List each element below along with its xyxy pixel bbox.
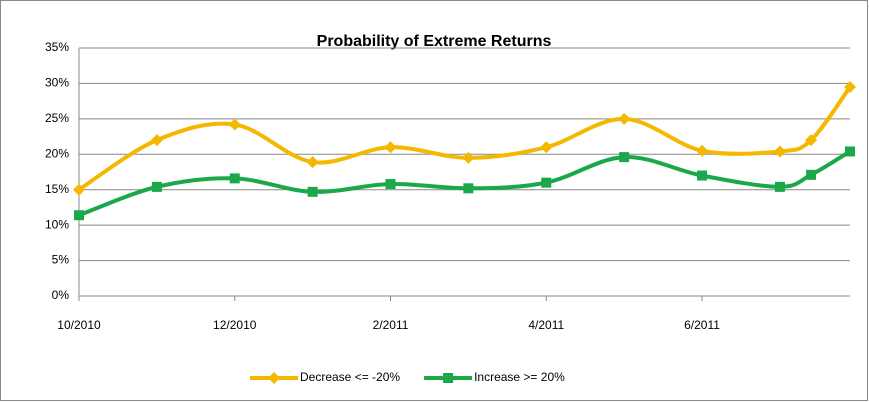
marker [306, 156, 319, 169]
marker [541, 177, 552, 188]
y-tick-label: 25% [45, 111, 69, 125]
marker [151, 181, 162, 192]
chart-title: Probability of Extreme Returns [317, 33, 552, 50]
marker [774, 181, 785, 192]
marker [845, 146, 855, 157]
x-tick-label: 6/2011 [684, 318, 720, 332]
x-tick-label: 4/2011 [528, 318, 564, 332]
marker [73, 183, 85, 196]
marker [805, 134, 818, 147]
y-tick-label: 10% [45, 217, 69, 231]
y-tick-label: 15% [45, 182, 69, 196]
y-tick-label: 20% [45, 146, 69, 160]
y-tick-label: 35% [45, 40, 69, 54]
y-tick-label: 0% [52, 288, 70, 302]
x-tick-label: 12/2010 [213, 318, 257, 332]
marker [696, 144, 709, 157]
marker [150, 134, 163, 147]
legend-marker [443, 373, 454, 383]
marker [228, 118, 241, 131]
y-tick-label: 5% [52, 253, 70, 267]
marker [462, 151, 475, 164]
x-tick-label: 10/2010 [57, 318, 101, 332]
legend-label: Decrease <= -20% [300, 370, 400, 384]
legend-label: Increase >= 20% [474, 370, 565, 384]
marker [384, 141, 397, 154]
marker [307, 186, 318, 197]
legend-marker [268, 372, 280, 384]
marker [697, 170, 708, 181]
marker [844, 80, 856, 93]
y-tick-label: 30% [45, 76, 69, 90]
marker [773, 145, 786, 158]
marker [619, 152, 630, 163]
x-tick-label: 2/2011 [373, 318, 409, 332]
marker [540, 141, 553, 154]
marker [385, 179, 396, 190]
marker [229, 173, 240, 184]
marker [463, 183, 474, 194]
marker [618, 112, 631, 125]
marker [74, 210, 84, 221]
marker [806, 169, 817, 180]
